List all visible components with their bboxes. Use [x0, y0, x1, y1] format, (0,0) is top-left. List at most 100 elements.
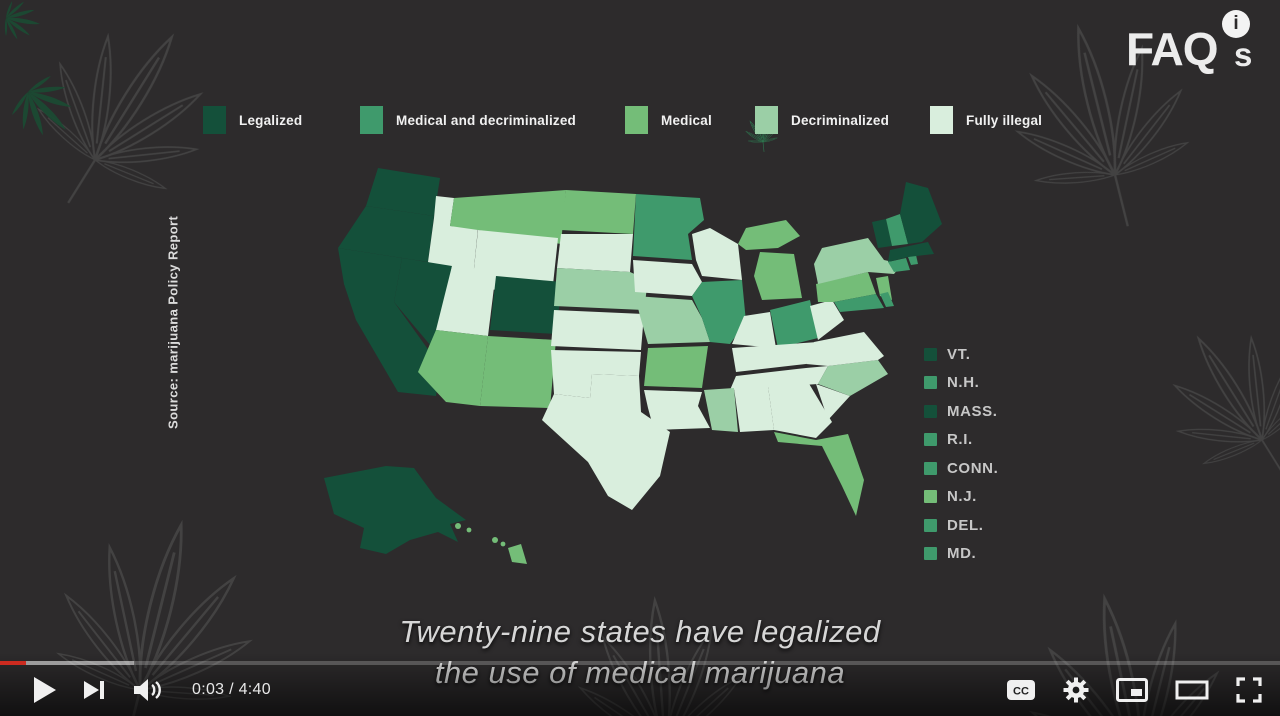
us-choropleth-map	[290, 158, 970, 603]
state-label: CONN.	[947, 459, 999, 477]
legend-swatch-legalized	[203, 106, 226, 134]
state-ia	[633, 260, 702, 296]
state-ct	[888, 258, 910, 272]
captions-icon: CC	[1007, 680, 1035, 700]
legend-label: Legalized	[239, 112, 303, 128]
state-color-swatch	[924, 547, 937, 561]
state-ny	[814, 238, 902, 284]
theater-mode-icon	[1175, 680, 1209, 700]
list-item: R.I.	[924, 426, 998, 455]
source-attribution: Source: marijuana Policy Report	[165, 215, 181, 430]
state-ky	[732, 342, 818, 372]
state-va	[806, 332, 884, 366]
legend-item-medical-decriminalized: Medical and decriminalized	[360, 106, 576, 134]
state-hi	[492, 537, 498, 543]
state-label: DEL.	[947, 516, 984, 534]
state-md	[834, 294, 884, 312]
state-nm	[480, 336, 556, 408]
small-states-list: VT. N.H. MASS. R.I. CONN. N.J. DEL. MD.	[924, 340, 998, 568]
gear-icon	[1063, 677, 1089, 703]
state-hi	[455, 523, 461, 529]
legend-item-fully-illegal: Fully illegal	[930, 106, 1042, 134]
legend-label: Fully illegal	[966, 112, 1043, 128]
info-icon[interactable]: i	[1222, 10, 1250, 38]
miniplayer-button[interactable]	[1116, 678, 1148, 702]
state-ak	[324, 466, 466, 554]
state-label: N.J.	[947, 488, 977, 506]
progress-bar[interactable]	[0, 661, 1280, 665]
state-ms	[704, 388, 738, 432]
legend-swatch-medical-decriminalized	[360, 106, 383, 134]
state-hi	[508, 544, 527, 564]
state-sc	[816, 384, 850, 420]
state-label: MASS.	[947, 402, 998, 420]
state-ma	[888, 242, 934, 262]
state-mn	[633, 194, 704, 260]
state-wa	[366, 168, 440, 216]
fullscreen-button[interactable]	[1236, 677, 1262, 703]
state-hi	[466, 527, 472, 533]
state-me	[900, 182, 942, 244]
list-item: DEL.	[924, 511, 998, 540]
state-ga	[768, 382, 832, 438]
list-item: MASS.	[924, 397, 998, 426]
state-ca	[338, 248, 440, 396]
state-ar	[644, 346, 708, 388]
state-label: VT.	[947, 345, 971, 363]
list-item: MD.	[924, 540, 998, 569]
state-hi	[500, 541, 506, 547]
captions-button[interactable]: CC	[1006, 679, 1036, 701]
channel-logo: FAQ s i	[1126, 10, 1276, 84]
state-ne	[554, 268, 648, 310]
legend-swatch-decriminalized	[755, 106, 778, 134]
state-mi	[738, 220, 800, 250]
volume-icon	[134, 679, 161, 701]
state-wi	[692, 228, 742, 280]
state-or	[338, 206, 434, 262]
state-label: MD.	[947, 545, 977, 563]
legend-swatch-fully-illegal	[930, 106, 953, 134]
list-item: VT.	[924, 340, 998, 369]
fullscreen-icon	[1236, 677, 1262, 703]
state-mo	[635, 296, 710, 344]
state-la	[644, 390, 710, 430]
legend-item-legalized: Legalized	[203, 106, 302, 134]
state-nh	[886, 214, 908, 246]
volume-button[interactable]	[134, 678, 164, 702]
logo-suffix: s	[1234, 36, 1253, 73]
state-sd	[557, 234, 633, 272]
svg-text:CC: CC	[1013, 686, 1029, 698]
logo-text: FAQ	[1126, 23, 1219, 75]
state-color-swatch	[924, 404, 937, 418]
list-item: N.H.	[924, 369, 998, 398]
state-mt	[450, 190, 566, 244]
state-ks	[551, 310, 644, 350]
list-item: N.J.	[924, 483, 998, 512]
state-vt	[872, 219, 892, 248]
state-ok	[551, 350, 641, 398]
state-il	[692, 280, 746, 344]
legend-swatch-medical	[625, 106, 648, 134]
theater-mode-button[interactable]	[1175, 679, 1209, 701]
state-mi	[754, 252, 802, 300]
play-button[interactable]	[34, 677, 56, 703]
state-label: N.H.	[947, 374, 980, 392]
state-ri	[908, 255, 918, 265]
legend-item-decriminalized: Decriminalized	[755, 106, 889, 134]
settings-button[interactable]	[1063, 677, 1089, 703]
state-fl	[774, 432, 864, 516]
time-display: 0:03 / 4:40	[192, 681, 271, 698]
state-color-swatch	[924, 347, 937, 361]
state-color-swatch	[924, 518, 937, 532]
caption-line-1: Twenty-nine states have legalized	[399, 614, 881, 649]
state-in	[732, 312, 776, 348]
next-icon	[84, 681, 104, 699]
state-az	[418, 330, 488, 406]
state-al	[734, 386, 774, 432]
play-icon	[34, 677, 56, 703]
progress-track[interactable]	[0, 661, 1280, 665]
next-button[interactable]	[84, 679, 106, 701]
state-color-swatch	[924, 433, 937, 447]
state-tx	[542, 374, 670, 510]
